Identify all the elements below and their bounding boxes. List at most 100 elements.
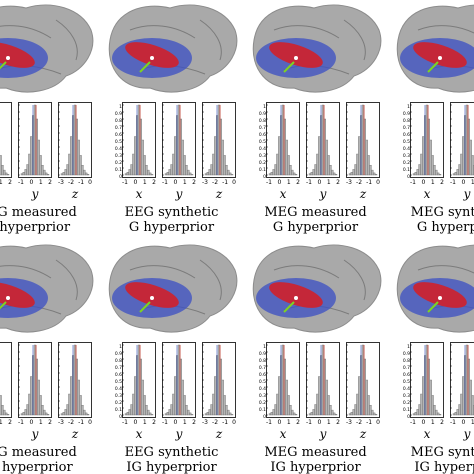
x-tick-label: -2	[68, 419, 75, 426]
y-tick-label: 0.6	[258, 133, 266, 138]
x-tick-label: 1	[430, 419, 435, 426]
coordinate-histogram	[450, 102, 474, 178]
hist-bar	[5, 172, 8, 176]
y-tick-label: 0	[407, 415, 410, 420]
hist-bar	[28, 393, 31, 416]
hist-bar	[458, 404, 461, 416]
brain-activation-map	[108, 244, 238, 333]
x-tick-label: -3	[202, 419, 208, 426]
hist-bar	[358, 376, 361, 416]
hist-bar	[316, 153, 319, 176]
hist-bar	[60, 173, 64, 176]
coordinate-histogram	[0, 102, 12, 178]
x-tick-label: 1	[142, 179, 147, 186]
y-tick-label: 0.1	[258, 168, 266, 173]
y-tick-label: 0	[263, 175, 266, 180]
hist-bar	[149, 412, 152, 416]
hist-bar	[314, 404, 317, 416]
hist-bar	[350, 411, 353, 416]
source-marker	[150, 296, 154, 300]
hist-bar	[276, 153, 279, 176]
hist-bar	[37, 139, 40, 176]
hist-bar	[373, 172, 376, 176]
y-tick-label: 0.9	[402, 352, 410, 357]
hist-bar	[429, 139, 432, 176]
y-tick-label: 0.8	[402, 359, 410, 364]
hist-bar	[289, 165, 292, 176]
hist-bar	[37, 379, 40, 416]
hist-bar	[223, 395, 226, 416]
y-tick-labels: 0 0.1 0.2 0.3 0.4 0.5 0.6 0.7 0.8 0.9 1	[256, 102, 266, 180]
hist-bar	[149, 172, 152, 176]
hist-bar	[374, 174, 378, 176]
y-tick-label: 0.7	[258, 366, 266, 371]
hist-bar	[77, 139, 80, 176]
x-tick-label: -1	[266, 419, 272, 426]
hist-bar	[20, 413, 24, 416]
hist-bar	[190, 414, 194, 416]
y-tick-label: 0.1	[402, 408, 410, 413]
hist-bar	[208, 409, 211, 416]
y-tick-label: 0.5	[402, 380, 410, 385]
panel-caption: EEG synthetic G hyperprior	[100, 205, 243, 235]
hist-bar	[420, 393, 423, 416]
hist-bar	[170, 404, 173, 416]
axis-letter: y	[319, 187, 327, 201]
x-tick-label: 0	[317, 419, 322, 426]
coordinate-histogram	[58, 102, 92, 178]
panel: -1012x-1012y-4-202z00.10.20.30.40.50.60.…	[388, 240, 474, 474]
y-tick-label: 0.1	[114, 408, 122, 413]
x-tick-label: 1	[470, 179, 474, 186]
hist-bar	[225, 165, 228, 176]
x-tick-label: 0	[461, 179, 466, 186]
x-tick-label: 2	[296, 179, 300, 186]
hist-bar	[433, 165, 436, 176]
hist-bar	[278, 376, 281, 416]
axis-letter: z	[71, 187, 79, 201]
y-tick-label: 0.2	[258, 161, 266, 166]
panel-subtitle: IG hyperprior	[0, 460, 73, 474]
arrow-icon	[283, 61, 295, 73]
hist-bar	[291, 409, 294, 416]
hist-bar	[81, 405, 84, 416]
hist-bar	[79, 155, 82, 176]
hist-bar	[3, 169, 6, 176]
hist-bar	[469, 379, 472, 416]
hist-bar	[354, 164, 357, 176]
axis-letter: x	[423, 187, 431, 201]
x-tick-label: 0	[277, 419, 282, 426]
hist-bar	[185, 165, 188, 176]
hist-bar	[0, 155, 2, 176]
panel: -1012x-1012y-3-2-10z00.10.20.30.40.50.60…	[0, 240, 99, 474]
x-tick-label: -1	[266, 179, 272, 186]
hist-bar	[174, 136, 177, 176]
x-tick-labels: -3 -2 -1 0	[58, 179, 92, 186]
hist-bar	[1, 165, 4, 176]
hist-bar	[174, 376, 177, 416]
hist-bar	[454, 171, 457, 176]
hist-bar	[24, 409, 27, 416]
hist-bar	[190, 174, 194, 176]
hist-bar	[126, 411, 129, 416]
panel-caption: MEG measured G hyperprior	[244, 205, 387, 235]
hist-bar	[141, 379, 144, 416]
x-tick-label: 1	[38, 419, 43, 426]
hist-bar	[416, 169, 419, 176]
hist-bar	[124, 413, 128, 416]
y-tick-label: 0	[263, 415, 266, 420]
axis-letter: z	[215, 187, 223, 201]
x-tick-label: 1	[326, 179, 331, 186]
hist-bar	[183, 155, 186, 176]
hist-bar	[416, 409, 419, 416]
hist-bar	[24, 169, 27, 176]
activation-red-region	[269, 282, 323, 308]
x-tick-label: -1	[162, 419, 168, 426]
hist-bar	[356, 393, 359, 416]
hist-bar	[310, 411, 313, 416]
